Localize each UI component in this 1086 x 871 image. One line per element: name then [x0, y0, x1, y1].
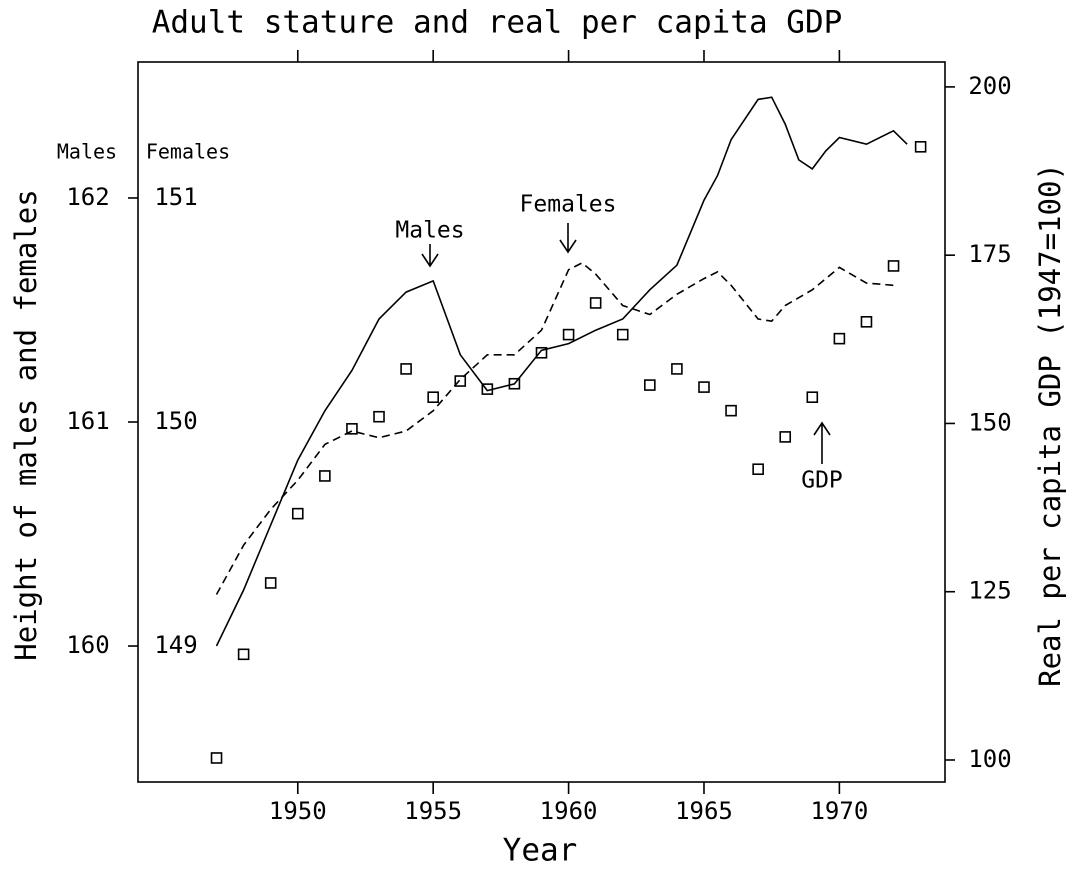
- point: [887, 260, 900, 272]
- point: [752, 463, 764, 476]
- point: [400, 363, 412, 375]
- point: [481, 383, 494, 395]
- point: [508, 377, 521, 390]
- y-tick-label: 160: [66, 631, 109, 659]
- point: [319, 470, 331, 482]
- annotation: Females: [520, 192, 617, 218]
- x-tick-label: 1965: [675, 797, 733, 825]
- y-females-tick-label: 150: [154, 407, 197, 435]
- y-tick-label: 162: [66, 183, 109, 211]
- x-tick-label: 1970: [810, 797, 868, 825]
- point: [535, 346, 548, 359]
- annotation-arrow: [421, 244, 439, 268]
- x-tick-label: 1960: [540, 797, 598, 825]
- point: [454, 375, 467, 387]
- point: [779, 431, 792, 443]
- point: [210, 752, 223, 764]
- y-females-header: Females: [146, 140, 230, 164]
- point: [806, 391, 819, 403]
- point: [860, 316, 873, 328]
- point: [644, 379, 656, 391]
- y2-tick-label: 175: [968, 240, 1011, 268]
- point: [725, 404, 737, 417]
- annotation: Males: [395, 218, 464, 244]
- y2-tick-label: 125: [968, 577, 1011, 605]
- point: [616, 328, 629, 341]
- point: [237, 648, 250, 661]
- point: [346, 423, 358, 435]
- point: [264, 577, 277, 589]
- point: [671, 363, 683, 375]
- y-females-tick-label: 149: [154, 631, 197, 659]
- point: [833, 332, 846, 345]
- annotation-arrow: [813, 421, 831, 464]
- x-axis-title: Year: [503, 833, 578, 869]
- x-tick-label: 1955: [404, 797, 462, 825]
- y-axis-header: Males: [57, 140, 117, 164]
- point: [589, 297, 602, 309]
- y2-axis-title: Real per capita GDP (1947=100): [1033, 163, 1067, 687]
- y-females-tick-label: 151: [154, 183, 197, 211]
- annotation: GDP: [801, 468, 843, 494]
- x-tick-label: 1950: [269, 797, 327, 825]
- y2-tick-label: 200: [968, 72, 1011, 100]
- y-tick-label: 161: [66, 407, 109, 435]
- y2-tick-label: 100: [968, 745, 1011, 773]
- y-axis-title: Height of males and females: [9, 189, 43, 660]
- point: [562, 328, 575, 341]
- point: [373, 410, 385, 423]
- chart-title: Adult stature and real per capita GDP: [152, 5, 843, 41]
- annotation-arrow: [559, 223, 577, 254]
- point: [698, 381, 710, 393]
- y2-tick-label: 150: [968, 408, 1011, 436]
- point: [427, 391, 439, 403]
- point: [914, 141, 927, 153]
- plot-frame: [137, 61, 946, 783]
- line-series: [215, 96, 908, 647]
- point: [291, 507, 304, 520]
- line-series: [215, 261, 894, 595]
